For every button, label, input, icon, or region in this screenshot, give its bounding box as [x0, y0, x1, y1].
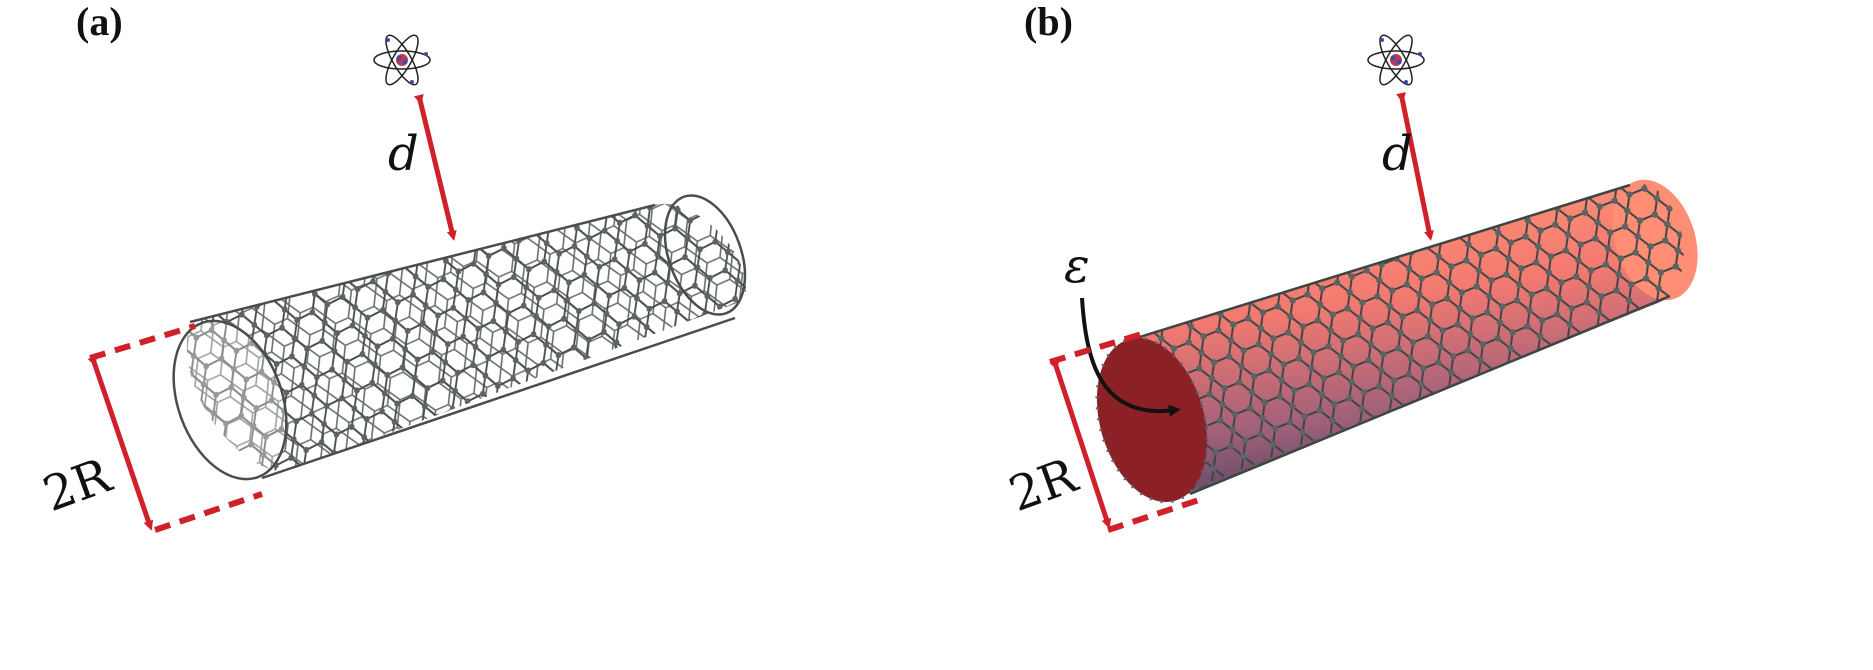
distance-arrow-a	[413, 93, 457, 241]
diameter-dashed-bottom-b	[1107, 495, 1206, 533]
diameter-arrow-a	[87, 355, 154, 531]
diameter-dashed-top-a	[89, 323, 196, 361]
nanotube-diagram-a: d 2R	[36, 34, 747, 533]
panel-a: (a)	[36, 0, 747, 533]
nanotube-lattice-b	[1121, 183, 1684, 496]
panel-label-a: (a)	[76, 0, 123, 44]
panel-b: (b)	[990, 0, 1873, 670]
nanotube-diagram-b: ε d 2R	[1002, 34, 1698, 533]
diameter-label-b: 2R	[1002, 447, 1086, 523]
nanotube-lattice-a	[172, 194, 747, 481]
distance-label-a: d	[388, 126, 419, 182]
permittivity-label: ε	[1064, 238, 1090, 294]
diameter-dashed-bottom-a	[154, 491, 263, 533]
distance-label-b: d	[1382, 126, 1413, 182]
diameter-arrow-b	[1049, 359, 1112, 529]
atom-icon	[373, 34, 431, 86]
diameter-label-a: 2R	[36, 447, 120, 523]
cylinder-end-cap	[1095, 336, 1209, 504]
distance-arrow-b	[1396, 92, 1434, 241]
atom-icon	[1367, 34, 1425, 86]
diameter-dashed-top-b	[1049, 331, 1143, 365]
panel-label-b: (b)	[1024, 0, 1073, 44]
